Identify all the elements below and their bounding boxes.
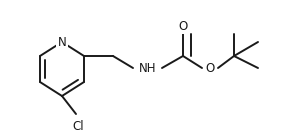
Text: O: O — [205, 62, 215, 75]
Text: NH: NH — [139, 62, 157, 75]
Text: O: O — [178, 19, 188, 33]
Text: Cl: Cl — [72, 120, 84, 133]
Text: N: N — [58, 35, 66, 48]
